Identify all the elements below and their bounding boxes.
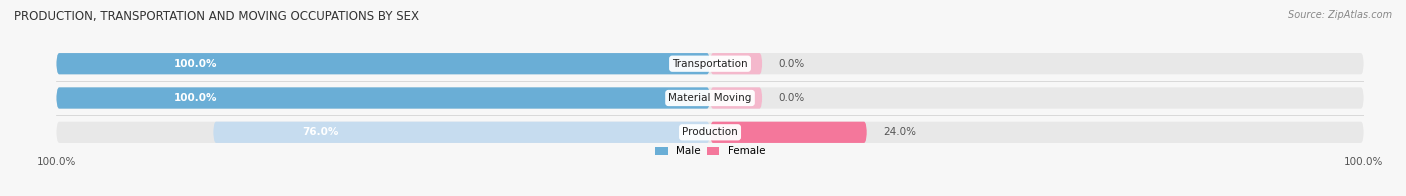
Text: 0.0%: 0.0% [779,93,804,103]
FancyBboxPatch shape [56,87,710,109]
Text: 0.0%: 0.0% [779,59,804,69]
FancyBboxPatch shape [214,122,710,143]
FancyBboxPatch shape [710,53,762,74]
Text: Production: Production [682,127,738,137]
FancyBboxPatch shape [710,87,762,109]
FancyBboxPatch shape [56,122,1364,143]
Text: 76.0%: 76.0% [302,127,339,137]
Text: 24.0%: 24.0% [883,127,917,137]
Text: 100.0%: 100.0% [174,59,218,69]
FancyBboxPatch shape [56,53,710,74]
Text: PRODUCTION, TRANSPORTATION AND MOVING OCCUPATIONS BY SEX: PRODUCTION, TRANSPORTATION AND MOVING OC… [14,10,419,23]
Text: 100.0%: 100.0% [174,93,218,103]
FancyBboxPatch shape [56,53,1364,74]
Text: Transportation: Transportation [672,59,748,69]
Legend: Male, Female: Male, Female [655,146,765,156]
Text: Source: ZipAtlas.com: Source: ZipAtlas.com [1288,10,1392,20]
Text: Material Moving: Material Moving [668,93,752,103]
FancyBboxPatch shape [710,122,868,143]
FancyBboxPatch shape [56,87,1364,109]
